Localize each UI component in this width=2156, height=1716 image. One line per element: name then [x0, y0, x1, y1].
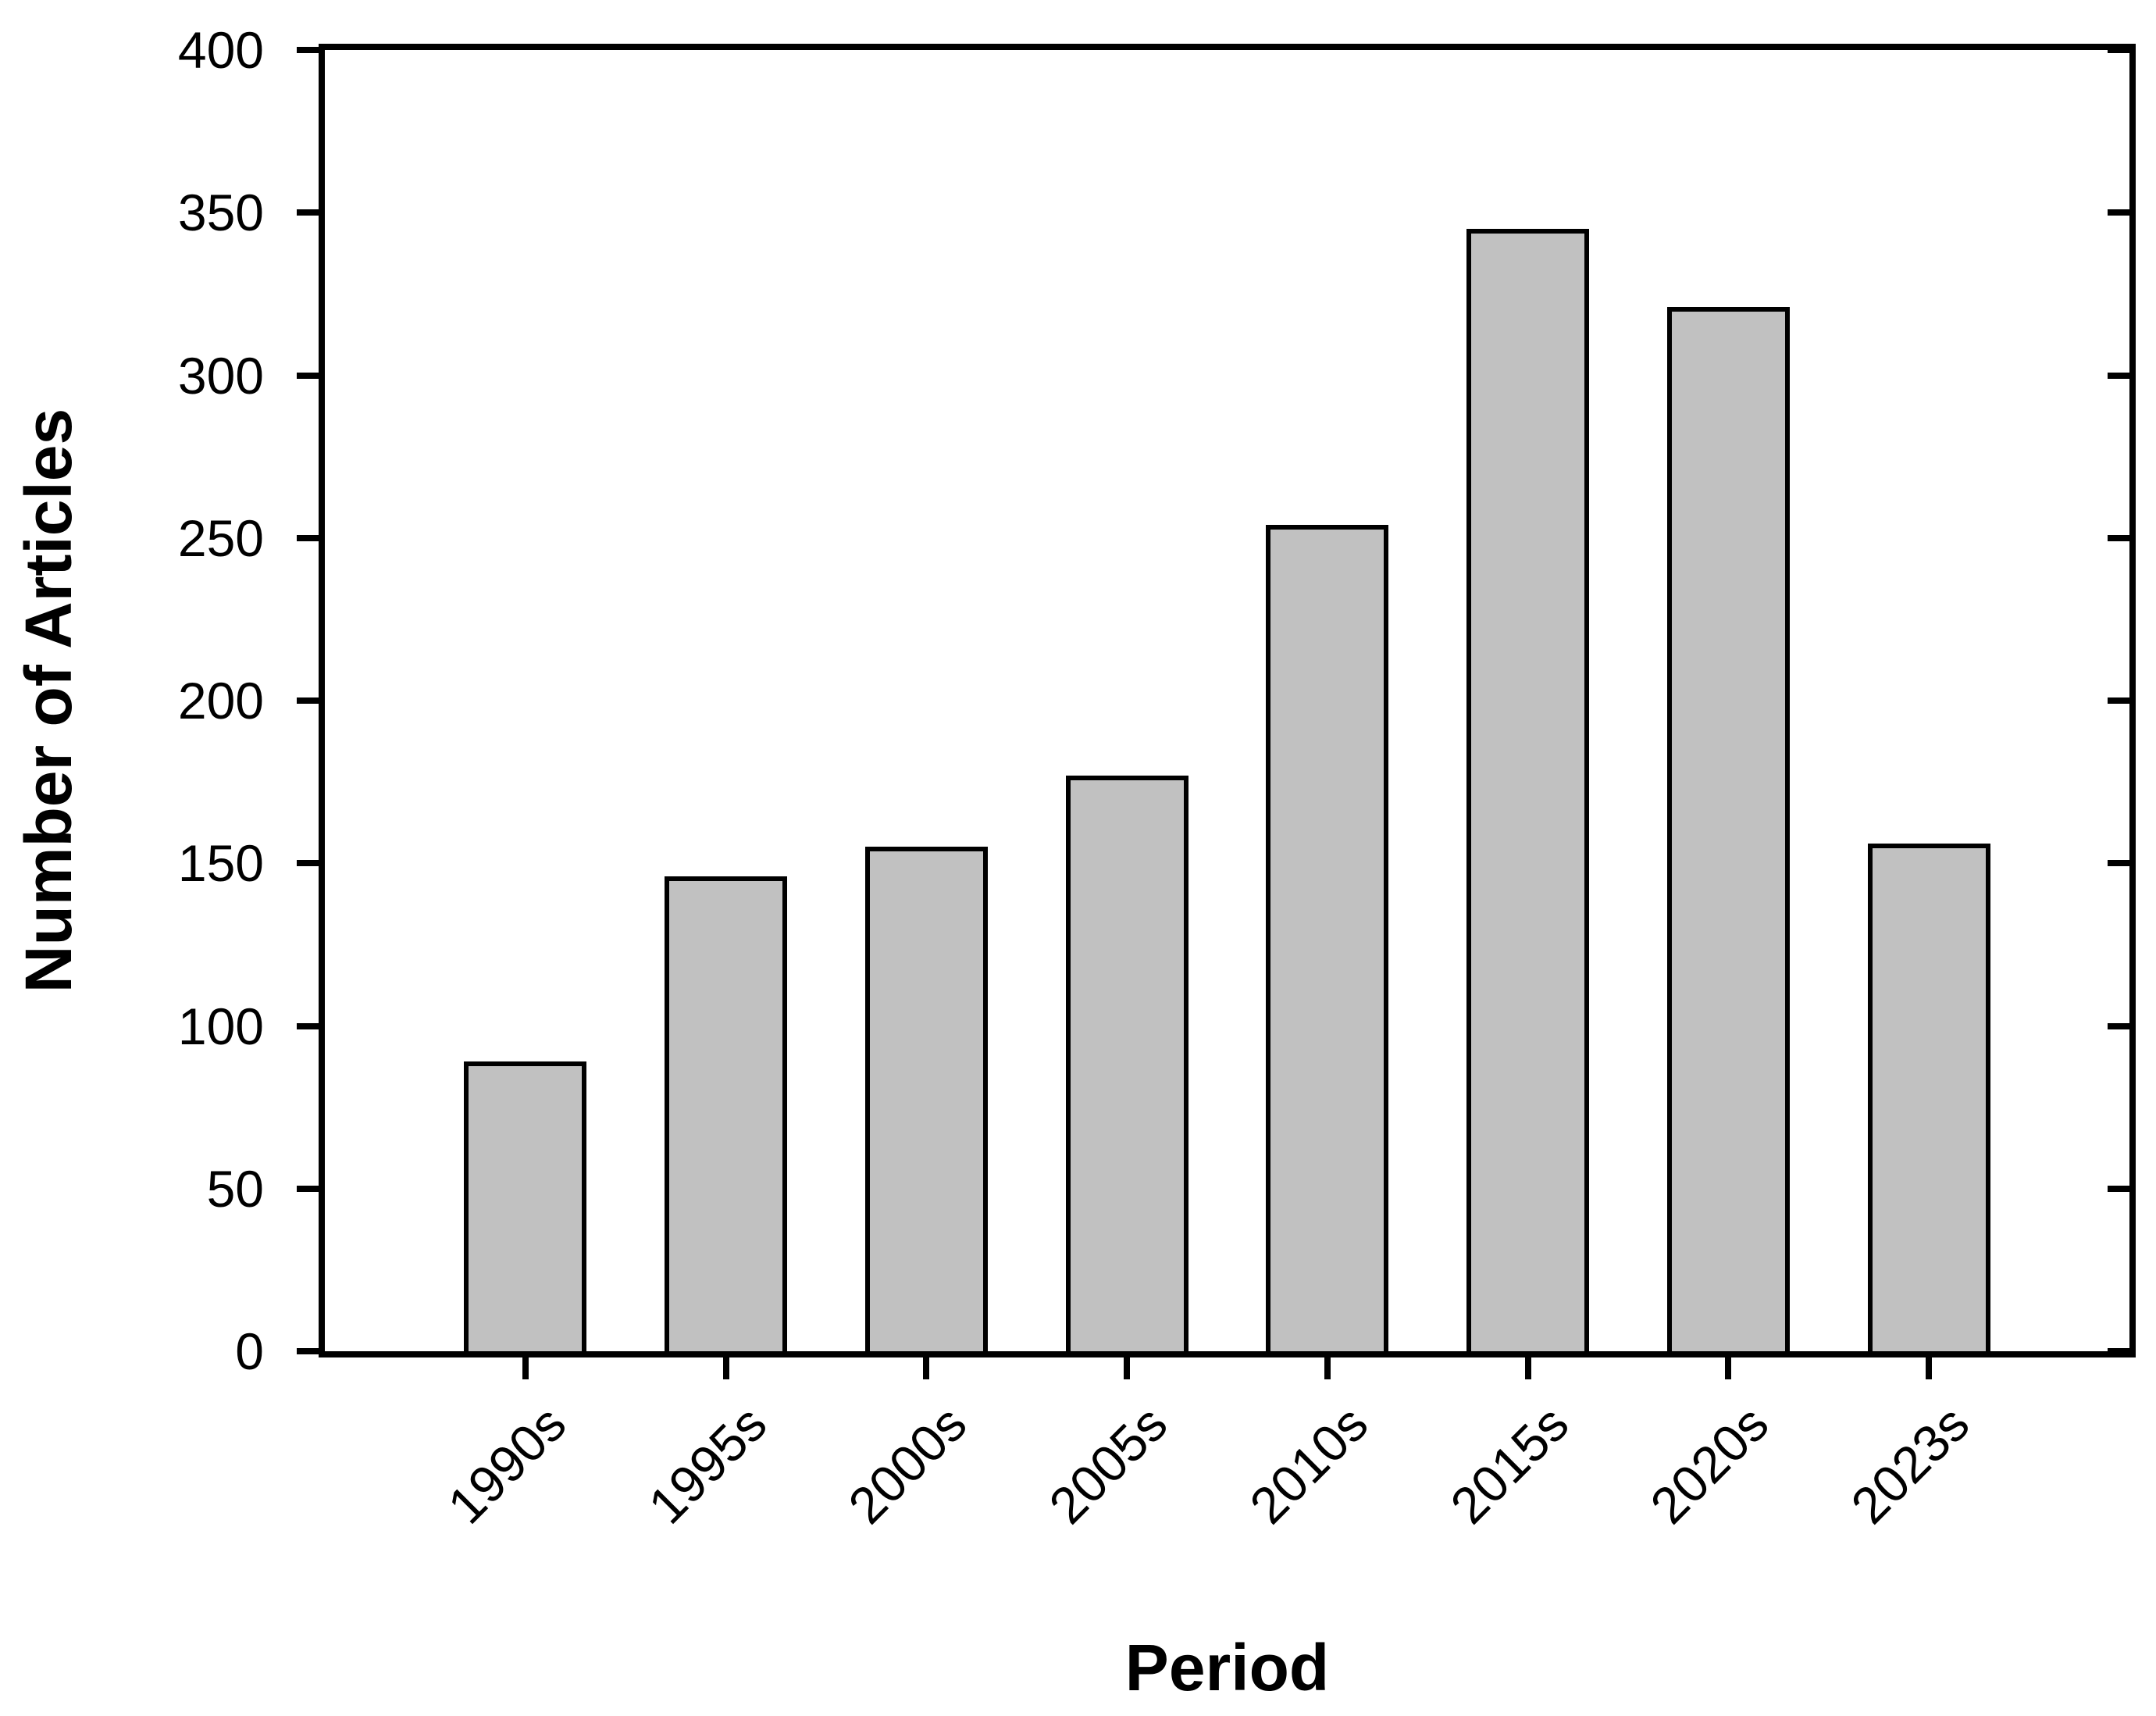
y-tick-label: 300 [177, 346, 264, 405]
y-tick-label: 250 [177, 508, 264, 567]
y-major-tick-right [2108, 1348, 2129, 1354]
left-axis-spine [319, 44, 325, 1357]
x-major-tick [923, 1357, 930, 1379]
x-tick-label: 2023s [1840, 1394, 1980, 1535]
y-tick-label: 400 [177, 21, 264, 79]
bar-2020s [1666, 307, 1790, 1354]
y-major-tick-left [297, 534, 319, 541]
y-tick-label: 50 [206, 1159, 264, 1218]
x-tick-label: 2010s [1238, 1394, 1379, 1535]
x-axis-title: Period [1124, 1631, 1330, 1704]
bar-2015s [1466, 229, 1590, 1354]
x-tick-label: 2000s [837, 1394, 978, 1535]
x-major-tick [1725, 1357, 1732, 1379]
top-axis-spine [319, 44, 2136, 50]
x-tick-label: 2020s [1639, 1394, 1780, 1535]
bar-1990s [464, 1061, 587, 1354]
x-major-tick [722, 1357, 729, 1379]
x-major-tick [1324, 1357, 1331, 1379]
y-major-tick-left [297, 209, 319, 216]
y-tick-label: 150 [177, 834, 264, 893]
x-major-tick [522, 1357, 529, 1379]
bar-2005s [1065, 775, 1188, 1354]
y-major-tick-right [2108, 372, 2129, 379]
y-tick-label: 100 [177, 997, 264, 1055]
y-major-tick-right [2108, 1022, 2129, 1029]
y-major-tick-right [2108, 209, 2129, 216]
y-major-tick-left [297, 372, 319, 379]
right-axis-spine [2129, 44, 2136, 1357]
y-major-tick-right [2108, 47, 2129, 53]
x-tick-label: 2015s [1438, 1394, 1580, 1535]
y-major-tick-left [297, 1022, 319, 1029]
x-major-tick [1926, 1357, 1933, 1379]
bottom-axis-spine [319, 1351, 2136, 1357]
y-major-tick-left [297, 1185, 319, 1192]
y-major-tick-right [2108, 697, 2129, 704]
x-tick-label: 2005s [1038, 1394, 1178, 1535]
y-major-tick-left [297, 860, 319, 867]
x-major-tick [1524, 1357, 1531, 1379]
x-tick-label: 1990s [436, 1394, 577, 1535]
y-major-tick-left [297, 697, 319, 704]
bar-2000s [864, 847, 988, 1354]
y-tick-label: 350 [177, 184, 264, 242]
bar-1995s [665, 876, 788, 1354]
y-tick-label: 0 [235, 1322, 264, 1380]
y-major-tick-left [297, 47, 319, 53]
y-major-tick-right [2108, 534, 2129, 541]
y-major-tick-right [2108, 1185, 2129, 1192]
y-tick-label: 200 [177, 672, 264, 730]
y-major-tick-left [297, 1348, 319, 1354]
x-major-tick [1124, 1357, 1131, 1379]
bar-2023s [1867, 844, 1990, 1354]
y-major-tick-right [2108, 860, 2129, 867]
bar-2010s [1266, 525, 1389, 1354]
x-tick-label: 1995s [636, 1394, 778, 1535]
